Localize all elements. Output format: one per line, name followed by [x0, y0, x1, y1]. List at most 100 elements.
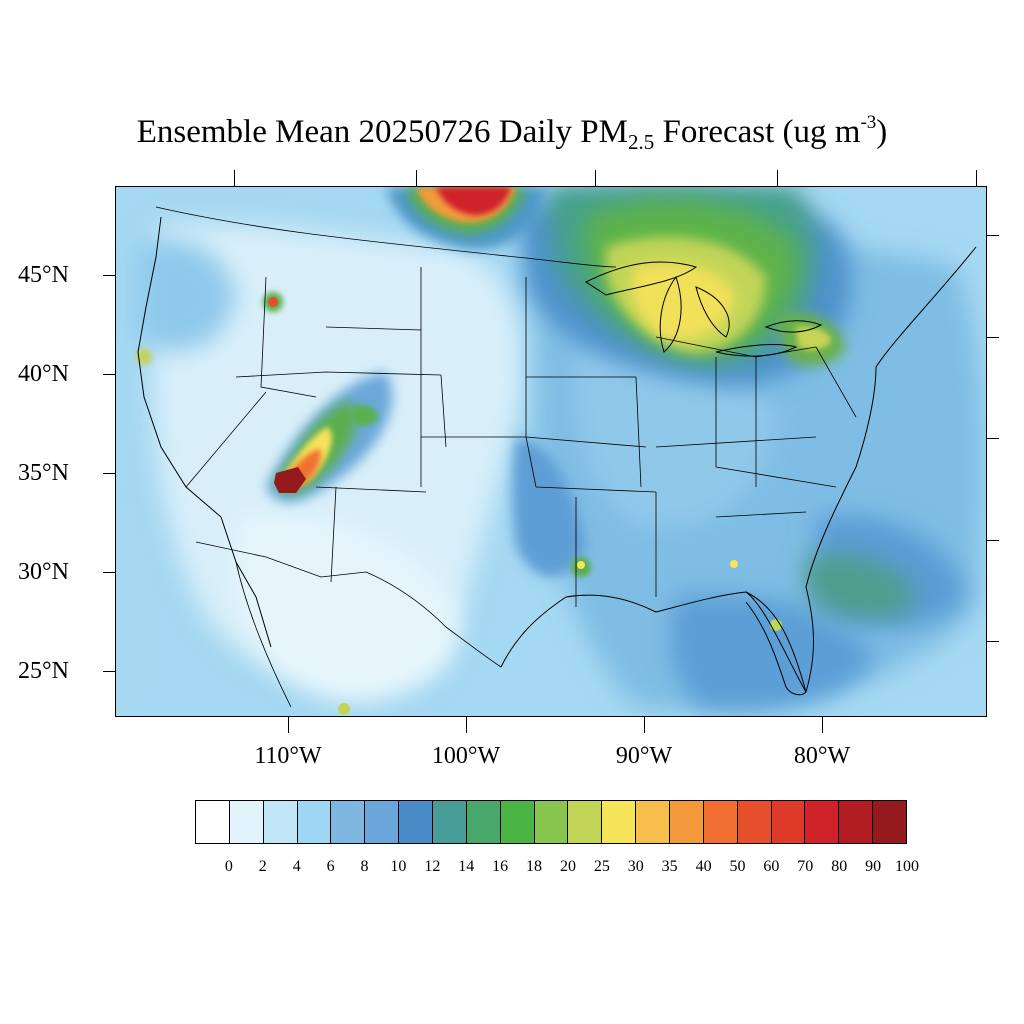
arklatex-haze — [512, 437, 586, 577]
lat-label-25n: 25°N — [18, 658, 69, 684]
colorbar-label-16: 16 — [492, 858, 509, 875]
florida-outline — [745, 591, 807, 696]
colorbar-label-90: 90 — [865, 858, 882, 875]
right-tick-5 — [987, 641, 999, 642]
northern-border — [155, 206, 617, 268]
colorbar-swatch-15 — [703, 801, 738, 843]
canadian-smoke-red — [436, 187, 511, 216]
georgia-hotspot — [730, 560, 738, 568]
map-canvas — [116, 187, 986, 716]
lat-tick-30n — [103, 572, 115, 573]
top-tick-4 — [777, 170, 778, 186]
gulf-haze — [670, 594, 876, 711]
colorbar-swatch-3 — [297, 801, 332, 843]
pacific-plume — [116, 517, 145, 716]
oregon-hotspot — [136, 349, 152, 365]
lat-tick-45n — [103, 275, 115, 276]
colorbar-swatch-5 — [365, 801, 400, 843]
colorbar-label-60: 60 — [763, 858, 780, 875]
colorbar-label-14: 14 — [458, 858, 475, 875]
atlantic-green-patch — [806, 554, 916, 618]
lon-tick-80w — [822, 717, 823, 733]
map-title: Ensemble Mean 20250726 Daily PM2.5 Forec… — [0, 112, 1024, 155]
colorbar-swatch-4 — [331, 801, 366, 843]
colorbar-swatch-0 — [196, 801, 230, 843]
colorbar-swatch-13 — [636, 801, 671, 843]
colorbar-label-30: 30 — [627, 858, 644, 875]
colorbar-label-6: 6 — [326, 858, 335, 875]
lon-label-110w: 110°W — [254, 743, 322, 769]
colorbar-swatch-14 — [670, 801, 704, 843]
northwest-haze — [136, 239, 236, 352]
colorbar-label-4: 4 — [292, 858, 301, 875]
pm25-forecast-map — [115, 186, 987, 717]
colorbar-label-100: 100 — [895, 858, 919, 875]
lon-tick-100w — [466, 717, 467, 733]
colorbar-label-40: 40 — [695, 858, 712, 875]
colorbar-label-35: 35 — [661, 858, 678, 875]
state-lines-east — [655, 336, 857, 518]
top-tick-1 — [234, 170, 235, 186]
lat-tick-40n — [103, 374, 115, 375]
mexico-hotspot — [338, 703, 350, 715]
colorbar-swatch-18 — [805, 801, 840, 843]
baja-coast — [235, 561, 292, 708]
title-superscript: -3 — [860, 112, 877, 133]
west-coast — [137, 216, 272, 648]
top-tick-2 — [416, 170, 417, 186]
colorbar-label-20: 20 — [559, 858, 576, 875]
colorbar-label-2: 2 — [258, 858, 267, 875]
colorbar-swatch-8 — [466, 801, 501, 843]
lat-tick-25n — [103, 671, 115, 672]
lon-label-100w: 100°W — [431, 743, 501, 769]
colorado-hotspot — [351, 405, 378, 426]
lat-label-35n: 35°N — [18, 460, 69, 486]
lat-label-30n: 30°N — [18, 559, 69, 585]
lon-tick-110w — [288, 717, 289, 733]
lon-label-80w: 80°W — [793, 743, 851, 769]
state-lines-central — [420, 267, 657, 607]
gulf-coast — [500, 591, 807, 693]
colorbar-swatch-16 — [737, 801, 772, 843]
east-interior-haze — [573, 345, 776, 529]
colorbar-swatch-9 — [500, 801, 535, 843]
colorbar-swatch-6 — [399, 801, 434, 843]
title-subscript: 2.5 — [628, 130, 655, 154]
idaho-hotspot-core — [268, 297, 278, 307]
lat-tick-35n — [103, 473, 115, 474]
state-lines-west — [185, 276, 526, 583]
colorbar-swatch-10 — [534, 801, 569, 843]
top-tick-3 — [595, 170, 596, 186]
colorbar-label-12: 12 — [424, 858, 441, 875]
colorbar-swatch-17 — [771, 801, 806, 843]
mexico-border — [195, 541, 502, 668]
colorbar-label-70: 70 — [797, 858, 814, 875]
louisiana-hotspot-core — [577, 561, 585, 569]
colorbar-swatch-11 — [568, 801, 603, 843]
northeast-plume-core — [796, 326, 831, 350]
colorbar-label-18: 18 — [526, 858, 543, 875]
top-tick-5 — [976, 170, 977, 186]
colorbar-label-8: 8 — [360, 858, 369, 875]
utah-smoke-plume-core — [274, 467, 306, 493]
concentration-field — [116, 187, 984, 716]
east-coast — [805, 246, 977, 693]
colorbar — [195, 800, 907, 844]
colorbar-label-80: 80 — [831, 858, 848, 875]
lat-label-45n: 45°N — [18, 262, 69, 288]
colorbar-swatch-1 — [229, 801, 264, 843]
colorbar-label-50: 50 — [729, 858, 746, 875]
lightest-southwest-region — [236, 515, 458, 702]
colorbar-swatch-2 — [263, 801, 298, 843]
right-tick-1 — [987, 235, 999, 236]
boundary-lines — [137, 206, 977, 708]
colorbar-label-0: 0 — [224, 858, 233, 875]
colorbar-swatch-19 — [839, 801, 874, 843]
right-tick-3 — [987, 438, 999, 439]
right-tick-2 — [987, 337, 999, 338]
lon-label-90w: 90°W — [615, 743, 673, 769]
title-suffix: ) — [876, 114, 888, 150]
colorbar-swatch-20 — [873, 801, 907, 843]
colorbar-label-10: 10 — [390, 858, 407, 875]
colorbar-label-25: 25 — [593, 858, 610, 875]
